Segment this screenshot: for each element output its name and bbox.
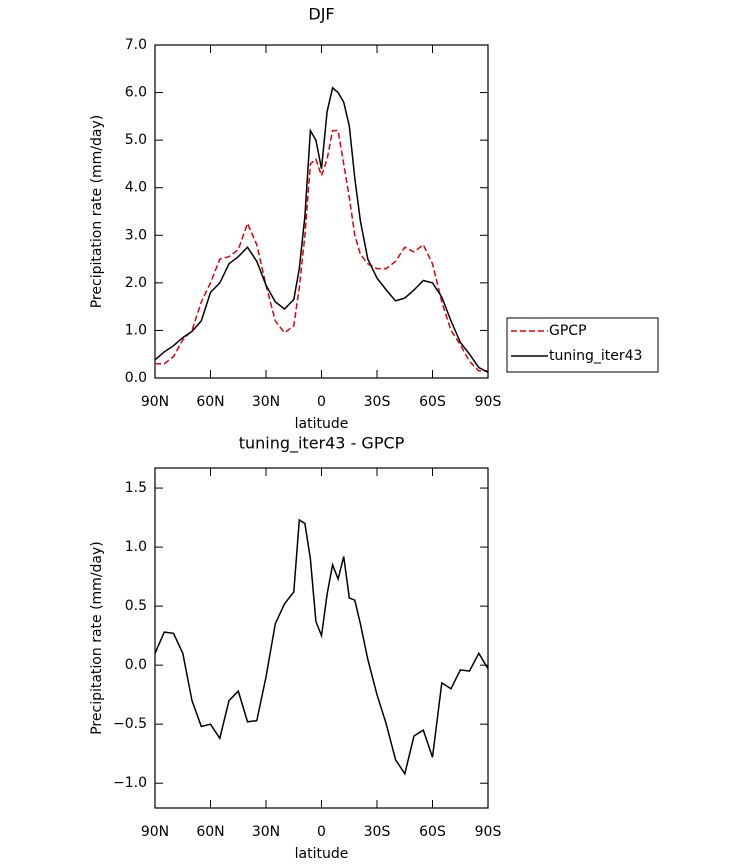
y-tick-label: 1.0 — [125, 539, 147, 555]
y-tick-label: −1.0 — [113, 775, 147, 791]
y-tick-label: 4.0 — [125, 180, 147, 196]
x-tick-label: 0 — [317, 824, 326, 840]
x-tick-label: 30N — [252, 394, 280, 410]
plot-frame — [154, 467, 489, 809]
y-axis-label: Precipitation rate (mm/day) — [89, 115, 105, 309]
y-tick-label: 5.0 — [125, 132, 147, 148]
legend-label: tuning_iter43 — [549, 348, 642, 364]
x-tick-label: 0 — [317, 394, 326, 410]
y-tick-label: 3.0 — [125, 227, 147, 243]
x-tick-label: 90S — [475, 824, 502, 840]
x-tick-label: 90N — [141, 394, 169, 410]
y-tick-label: 0.0 — [125, 370, 147, 386]
data-line — [155, 129, 488, 372]
legend-box — [506, 317, 659, 373]
x-tick-label: 30N — [252, 824, 280, 840]
y-tick-label: 6.0 — [125, 85, 147, 101]
y-tick-label: 0.0 — [125, 657, 147, 673]
x-axis-label: latitude — [295, 416, 349, 432]
chart-title: DJF — [308, 5, 334, 24]
x-tick-label: 60N — [196, 394, 224, 410]
plot-frame — [154, 44, 489, 379]
x-tick-label: 90N — [141, 824, 169, 840]
chart-title: tuning_iter43 - GPCP — [239, 434, 405, 454]
x-tick-label: 60S — [419, 394, 446, 410]
x-tick-label: 60S — [419, 824, 446, 840]
y-axis-label: Precipitation rate (mm/day) — [89, 541, 105, 735]
y-tick-label: 1.5 — [125, 480, 147, 496]
x-tick-label: 30S — [364, 824, 391, 840]
y-tick-label: 7.0 — [125, 37, 147, 53]
x-tick-label: 60N — [196, 824, 224, 840]
y-tick-label: 2.0 — [125, 275, 147, 291]
y-tick-label: 0.5 — [125, 598, 147, 614]
data-line — [154, 518, 489, 776]
x-axis-label: latitude — [295, 846, 349, 862]
y-tick-label: 1.0 — [125, 322, 147, 338]
legend-label: GPCP — [549, 323, 587, 339]
data-line — [154, 86, 489, 373]
x-tick-label: 30S — [364, 394, 391, 410]
x-tick-label: 90S — [475, 394, 502, 410]
y-tick-label: −0.5 — [113, 716, 147, 732]
